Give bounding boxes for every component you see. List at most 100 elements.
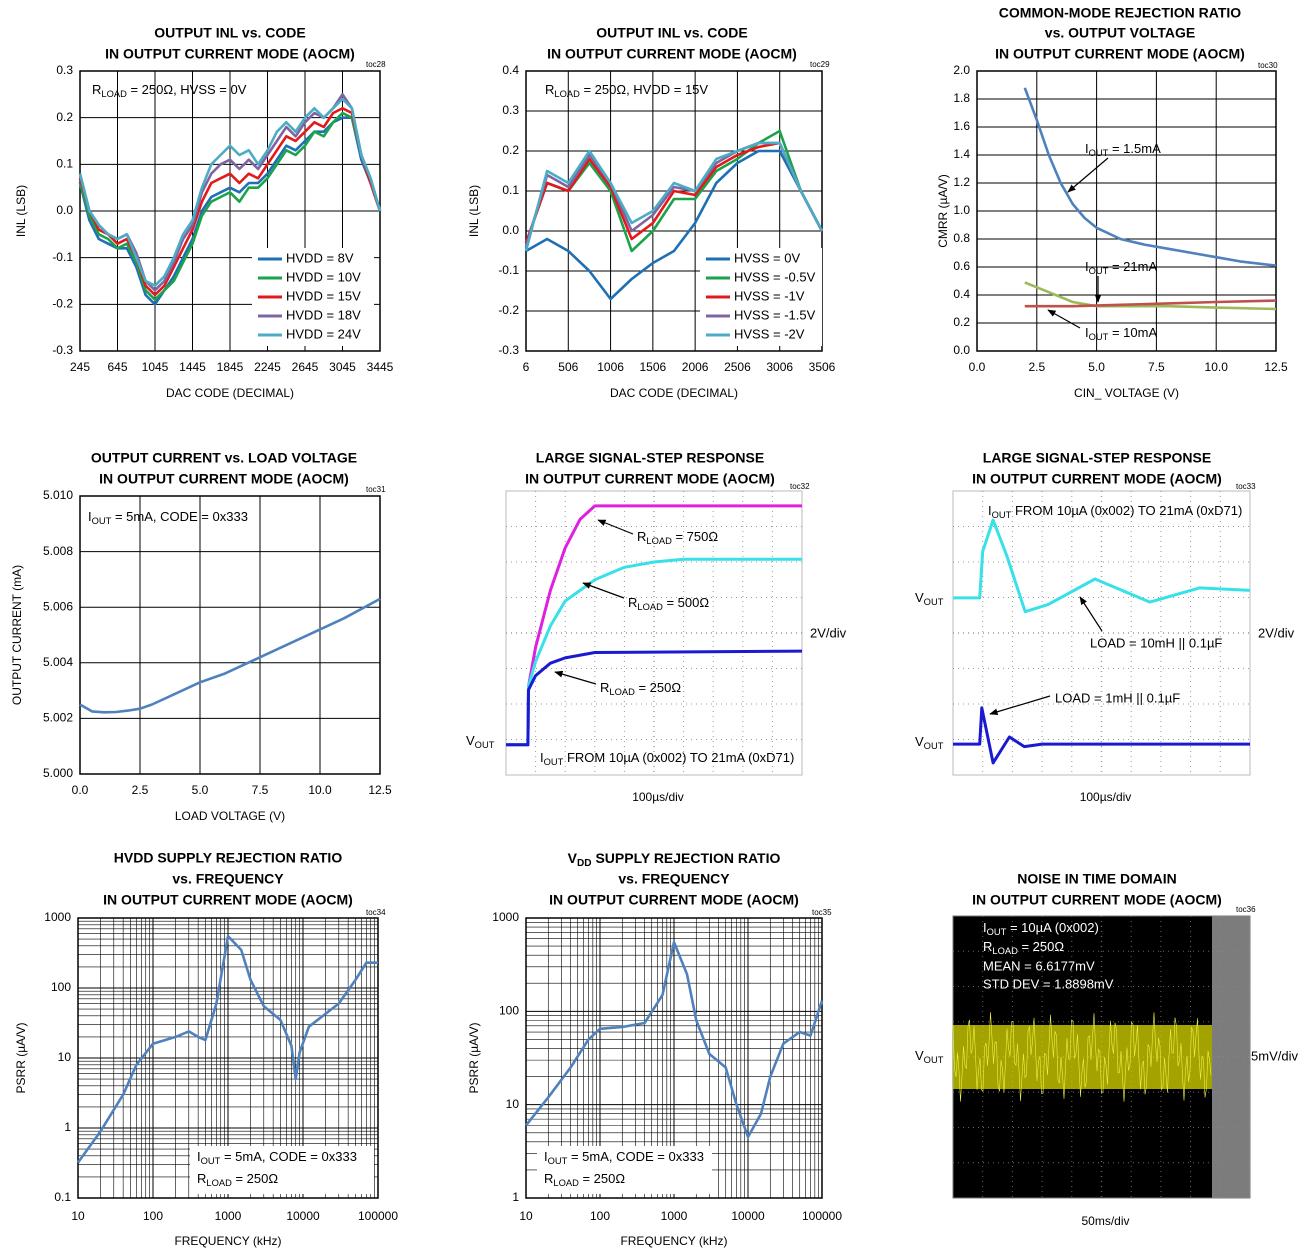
x-axis-label: FREQUENCY (kHz) <box>620 1234 727 1248</box>
annotation: 2V/div <box>810 625 847 640</box>
x-tick-label: 506 <box>558 360 578 374</box>
annotation: RLOAD = 250Ω, HVSS = 0V <box>92 82 247 99</box>
text-part: OUT <box>548 1156 568 1166</box>
y-tick-label: 0.2 <box>502 143 519 157</box>
text-part: I <box>983 920 987 935</box>
legend-label: HVSS = -2V <box>734 326 805 341</box>
noise-trace <box>952 1012 1212 1102</box>
text-part: LOAD <box>637 602 663 612</box>
annotation: MEAN = 6.6177mV <box>983 958 1095 973</box>
figure-label: toc32 <box>790 482 810 491</box>
annotation: RLOAD = 250Ω <box>600 680 681 697</box>
chart-title: vs. OUTPUT VOLTAGE <box>1045 25 1195 41</box>
chart-title: vs. FREQUENCY <box>172 871 284 887</box>
x-tick-label: 100 <box>590 1209 610 1223</box>
y-tick-label: 10 <box>506 1097 520 1111</box>
x-axis-label: 100µs/div <box>1080 790 1132 804</box>
legend-label: HVSS = -1V <box>734 288 805 303</box>
annotation-arrow <box>1047 309 1081 329</box>
text-part: R <box>637 529 646 544</box>
y-tick-label: 100 <box>51 980 71 994</box>
text-part: = 10mA <box>1108 325 1157 340</box>
y-tick-label: -0.1 <box>498 263 519 277</box>
y-tick-label: 0.0 <box>56 203 73 217</box>
scope-trace <box>506 649 803 747</box>
scope-sidebar <box>1212 916 1250 1198</box>
x-tick-label: 0.0 <box>72 783 89 797</box>
x-tick-label: 2.5 <box>1028 360 1045 374</box>
legend-label: HVSS = -1.5V <box>734 307 816 322</box>
scope-trace <box>953 706 1250 765</box>
annotation: IOUT = 5mA, CODE = 0x333 <box>544 1149 704 1166</box>
x-tick-label: 100 <box>143 1209 163 1223</box>
figure-label: toc31 <box>366 485 386 494</box>
series-line <box>78 97 382 287</box>
annotation-arrow <box>582 582 625 599</box>
text-part: R <box>544 1171 553 1186</box>
y-tick-label: 0.8 <box>953 231 970 245</box>
text-part: V <box>568 850 578 866</box>
chart-title: IN OUTPUT CURRENT MODE (AOCM) <box>972 471 1222 487</box>
x-tick-label: 10.0 <box>308 783 332 797</box>
y-axis-label: OUTPUT CURRENT (mA) <box>10 565 24 705</box>
x-tick-label: 5.0 <box>192 783 209 797</box>
annotation: IOUT = 21mA <box>1085 259 1157 276</box>
scope-trace <box>953 518 1251 614</box>
x-tick-label: 10.0 <box>1205 360 1229 374</box>
text-part: I <box>88 509 92 524</box>
x-tick-label: 12.5 <box>368 783 392 797</box>
y-tick-label: 5.010 <box>43 488 73 502</box>
text-part: LOAD <box>101 89 127 99</box>
y-tick-label: 0.2 <box>953 315 970 329</box>
text-part: = 5mA, CODE = 0x333 <box>567 1149 704 1164</box>
plot-frame <box>525 70 823 352</box>
text-part: I <box>988 503 992 518</box>
annotation: STD DEV = 1.8898mV <box>983 976 1114 991</box>
annotation: IOUT = 10µA (0x002) <box>983 920 1099 937</box>
text-part: R <box>600 680 609 695</box>
x-axis-label: FREQUENCY (kHz) <box>174 1234 281 1248</box>
figure-label: toc34 <box>366 908 386 917</box>
chart-title: IN OUTPUT CURRENT MODE (AOCM) <box>103 892 353 908</box>
y-axis-label: INL (LSB) <box>14 185 28 237</box>
y-tick-label: 0.4 <box>502 63 519 77</box>
y-tick-label: -0.1 <box>52 250 73 264</box>
annotation-arrow <box>1067 157 1109 193</box>
text-part: OUT <box>924 597 944 607</box>
text-part: = 1.5mA <box>1108 141 1161 156</box>
annotation: RLOAD = 250Ω, HVDD = 15V <box>545 82 708 99</box>
x-tick-label: 10000 <box>286 1209 320 1223</box>
x-tick-label: 1000 <box>215 1209 242 1223</box>
annotation: VOUT <box>915 1048 944 1065</box>
text-part: V <box>915 734 924 749</box>
series-line <box>524 141 824 244</box>
legend-label: HVDD = 24V <box>286 326 361 341</box>
y-tick-label: 5.006 <box>43 599 73 613</box>
text-part: R <box>545 82 554 97</box>
x-tick-label: 3445 <box>367 360 394 374</box>
y-tick-label: 1 <box>64 1120 71 1134</box>
annotation-arrow <box>597 519 634 535</box>
chart-title: LARGE SIGNAL-STEP RESPONSE <box>536 450 764 466</box>
series-line <box>524 940 824 1139</box>
legend-label: HVDD = 10V <box>286 269 361 284</box>
text-part: FROM 10µA (0x002) TO 21mA (0xD71) <box>563 750 794 765</box>
legend-label: HVSS = -0.5V <box>734 269 816 284</box>
text-part: OUT <box>987 927 1007 937</box>
x-axis-label: 50ms/div <box>1081 1214 1129 1228</box>
y-tick-label: 0.3 <box>502 103 519 117</box>
y-tick-label: 1.2 <box>953 175 970 189</box>
y-tick-label: -0.2 <box>52 297 73 311</box>
y-tick-label: 0.1 <box>54 1190 71 1204</box>
x-axis-label: DAC CODE (DECIMAL) <box>610 386 738 400</box>
annotation: IOUT = 5mA, CODE = 0x333 <box>88 509 248 526</box>
text-part: SUPPLY REJECTION RATIO <box>592 850 781 866</box>
series-line <box>524 141 824 252</box>
plot-frame <box>976 70 1277 352</box>
annotation: 5mV/div <box>1251 1048 1298 1063</box>
text-part: = 21mA <box>1108 259 1157 274</box>
y-tick-label: 0.0 <box>953 343 970 357</box>
x-tick-label: 1000 <box>661 1209 688 1223</box>
y-tick-label: 0.3 <box>56 63 73 77</box>
text-part: R <box>628 595 637 610</box>
